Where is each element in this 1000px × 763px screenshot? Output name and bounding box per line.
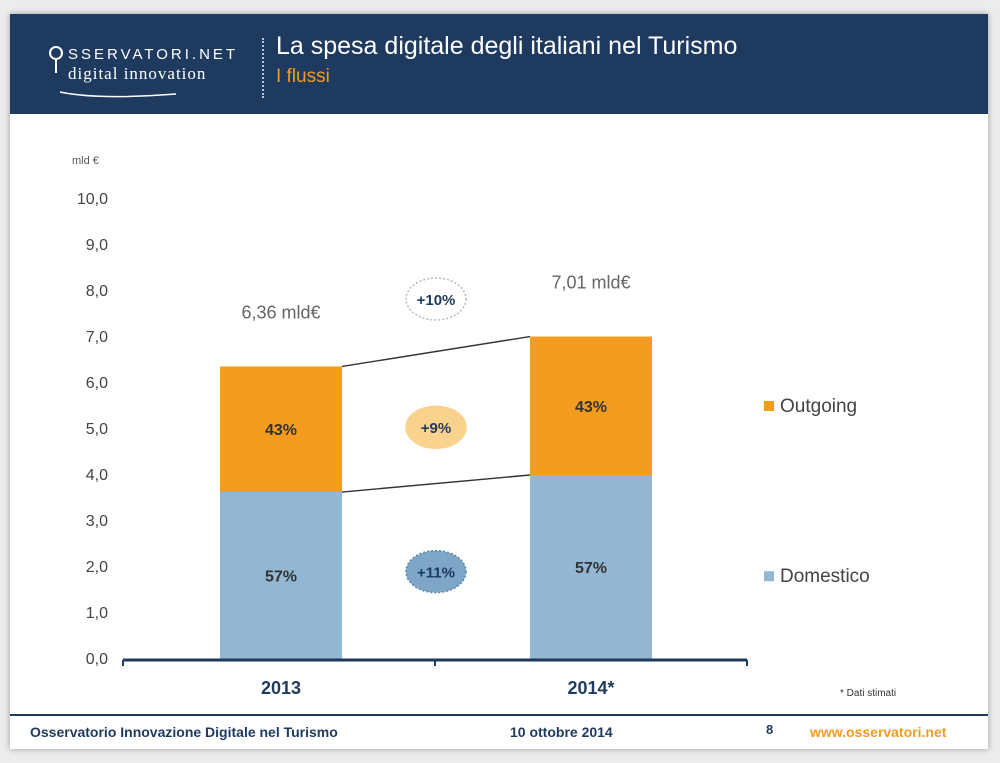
logo-swoosh [59,91,177,98]
header-bar: SSERVATORI.NET digital innovation La spe… [10,14,988,114]
slide: SSERVATORI.NET digital innovation La spe… [10,14,988,749]
bar-domestico [530,475,652,659]
legend-label: Domestico [780,566,870,587]
connector-line-total [341,335,531,368]
footer-divider [10,714,988,716]
bar-segment-label: 43% [575,399,607,416]
page-number: 8 [766,722,774,737]
logo-brand: SSERVATORI.NET [68,46,239,63]
page-subtitle: I flussi [276,66,330,87]
footer-event: Osservatorio Innovazione Digitale nel Tu… [30,724,338,740]
y-tick-label: 1,0 [86,605,108,622]
y-tick-label: 4,0 [86,467,108,484]
bar-outgoing [220,366,342,493]
growth-badge [405,277,467,321]
legend-swatch [764,401,774,411]
header-separator [262,38,264,98]
y-tick-label: 10,0 [77,191,108,208]
y-tick-label: 6,0 [86,375,108,392]
logo-tagline: digital innovation [68,64,207,83]
bar-segment-label: 43% [265,422,297,439]
y-tick-label: 5,0 [86,421,108,438]
x-tick-label: 2014* [567,678,614,698]
bar-segment-label: 57% [265,569,297,586]
footer-website-link[interactable]: www.osservatori.net [810,724,947,740]
y-tick-label: 2,0 [86,559,108,576]
legend-label: Outgoing [780,396,857,417]
connector-line-domestic [341,474,531,493]
bar-segment-label: 57% [575,560,607,577]
y-tick-label: 3,0 [86,513,108,530]
bar-outgoing [530,336,652,475]
y-tick-label: 9,0 [86,237,108,254]
footnote: * Dati stimati [840,688,896,699]
y-axis-unit: mld € [72,155,99,167]
location-pin-icon [49,46,63,73]
logo: SSERVATORI.NET digital innovation [48,44,248,114]
growth-badge [405,405,467,449]
growth-badge-label: +9% [421,420,451,437]
total-label: 6,36 mld€ [241,302,320,322]
bar-domestico [220,492,342,659]
y-tick-label: 0,0 [86,651,108,668]
footer-date: 10 ottobre 2014 [510,724,613,740]
chart: mld € 0,0 1,0 2,0 3,0 4,0 5,0 6,0 7,0 8,0 9,0 10,0 5… [72,155,896,699]
y-tick-label: 8,0 [86,283,108,300]
total-label: 7,01 mld€ [551,273,630,293]
x-tick-label: 2013 [261,678,301,698]
growth-badge-label: +11% [417,565,455,582]
growth-badge-label: +10% [417,292,456,309]
y-tick-label: 7,0 [86,329,108,346]
page-title: La spesa digitale degli italiani nel Tur… [276,32,738,60]
legend-swatch [764,571,774,582]
growth-badge [405,549,467,594]
